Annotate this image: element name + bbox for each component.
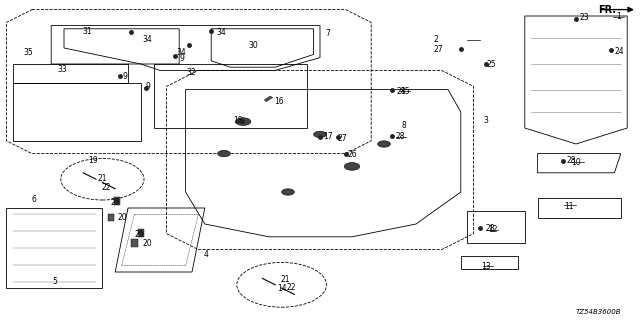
Text: 29: 29 [134,230,144,239]
Circle shape [218,150,230,157]
Text: TZ54B3600B: TZ54B3600B [576,309,621,315]
Text: 28: 28 [396,132,405,141]
Text: 5: 5 [52,277,58,286]
Text: 29: 29 [111,198,120,207]
Text: 28: 28 [485,224,495,233]
Text: 11: 11 [564,202,574,211]
Bar [108,214,114,221]
Text: 13: 13 [481,262,491,271]
Text: 34: 34 [216,28,226,36]
Text: 20: 20 [117,213,127,222]
Text: 17: 17 [323,132,333,141]
Text: 2: 2 [434,35,438,44]
Text: 14: 14 [277,284,287,293]
Text: 6: 6 [32,195,37,204]
Text: 27: 27 [434,45,444,54]
Text: 8: 8 [402,121,406,130]
Text: 27: 27 [338,134,348,143]
Circle shape [314,131,326,138]
Text: 26: 26 [348,150,357,159]
Text: 9: 9 [146,82,151,91]
Text: 22: 22 [101,183,111,192]
Text: 22: 22 [287,283,296,292]
Text: 35: 35 [23,48,33,57]
Circle shape [344,163,360,170]
Text: 4: 4 [204,250,209,259]
Text: 3: 3 [483,116,488,124]
Bar [114,197,120,205]
Circle shape [236,118,251,125]
Circle shape [282,189,294,195]
Text: 21: 21 [280,275,290,284]
Text: 32: 32 [187,68,196,77]
Text: 1: 1 [616,12,621,21]
Bar [138,229,144,237]
Text: 28: 28 [397,87,406,96]
Text: 24: 24 [614,47,624,56]
Text: 25: 25 [486,60,496,69]
Text: 21: 21 [98,174,108,183]
Bar [131,239,138,247]
Text: 18: 18 [234,116,243,125]
Text: 34: 34 [176,48,186,57]
Polygon shape [264,96,273,102]
Text: FR.: FR. [598,4,616,15]
Text: 28: 28 [566,156,576,165]
Text: 31: 31 [82,27,92,36]
Text: 9: 9 [179,54,184,63]
Text: 16: 16 [274,97,284,106]
Text: 19: 19 [88,156,98,165]
Text: 7: 7 [325,29,330,38]
Text: 20: 20 [142,239,152,248]
Text: 10: 10 [572,158,581,167]
Text: 30: 30 [248,41,258,50]
Text: 33: 33 [58,65,67,74]
Text: 9: 9 [123,72,128,81]
Text: 34: 34 [142,35,152,44]
Circle shape [378,141,390,147]
Text: 15: 15 [400,87,410,96]
Text: 23: 23 [579,13,589,22]
Text: 12: 12 [488,225,498,234]
